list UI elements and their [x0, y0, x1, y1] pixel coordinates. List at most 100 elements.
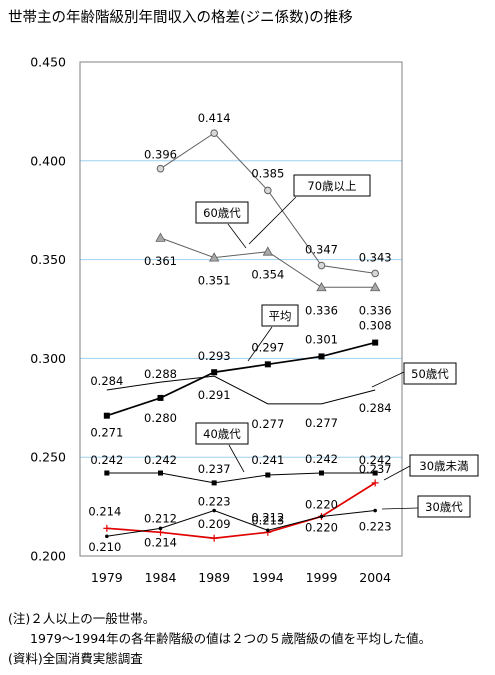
point-marker [318, 353, 325, 360]
data-label: 0.271 [90, 426, 123, 440]
callout-box [403, 362, 457, 385]
y-tick-label: 0.250 [30, 450, 66, 465]
legend-label: 平均 [269, 309, 292, 323]
y-tick-label: 0.200 [30, 549, 66, 564]
data-label: 0.277 [251, 417, 284, 431]
point-marker [156, 164, 165, 173]
x-tick-label: 1979 [91, 570, 123, 585]
legend-label: 70歳以上 [307, 179, 356, 193]
legend-label: 50歳代 [411, 367, 449, 381]
callout-box [261, 304, 299, 327]
point-marker [265, 472, 271, 478]
point-marker [103, 412, 110, 419]
point-marker [105, 534, 109, 539]
series-lines [103, 129, 381, 542]
data-label: 0.213 [251, 513, 284, 527]
callout-box [293, 174, 371, 197]
axes: 0.200 0.250 0.300 0.350 0.400 0.450 1979 1984 19… [30, 55, 391, 586]
x-tick-label: 1994 [252, 570, 284, 585]
callout-leader-line [247, 326, 273, 362]
data-label: 0.308 [359, 319, 392, 333]
data-label: 0.237 [359, 462, 392, 476]
point-marker [319, 470, 324, 476]
point-marker [373, 508, 377, 513]
page-title: 世帯主の年齢階級別年間収入の格差(ジニ係数)の推移 [8, 10, 353, 26]
data-label: 0.351 [198, 274, 231, 288]
legend-label: 40歳代 [203, 427, 241, 441]
data-label: 0.301 [305, 332, 338, 346]
data-label: 0.297 [251, 340, 284, 354]
x-tick-label: 1989 [198, 570, 230, 585]
callout-box [195, 422, 249, 445]
y-tick-label: 0.350 [30, 252, 66, 267]
data-label: 0.291 [198, 388, 231, 402]
series-line-平均 [106, 341, 376, 417]
data-label: 0.347 [305, 243, 338, 257]
data-label: 0.284 [359, 401, 392, 415]
data-label: 0.293 [198, 349, 231, 363]
point-marker [211, 480, 217, 486]
callout-leader-line [381, 507, 419, 510]
point-marker [104, 470, 110, 476]
point-marker [264, 361, 271, 368]
callout-box [195, 201, 249, 224]
data-labels: 0.396 0.414 0.385 0.347 0.343 0.361 0.351 0.354… [88, 111, 391, 554]
callout-box [409, 454, 479, 477]
x-tick-label: 1984 [145, 570, 177, 585]
data-label: 0.336 [305, 303, 338, 317]
data-label: 0.280 [144, 411, 177, 425]
footnote: (注)２人以上の一般世帯。 [8, 611, 156, 626]
data-label: 0.220 [305, 497, 338, 511]
data-label: 0.284 [90, 374, 123, 388]
footnote-detail: 1979～1994年の各年齢階級の値は２つの５歳階級の値を平均した値。 [30, 631, 432, 646]
series-line-40歳代 [106, 472, 376, 484]
x-tick-label: 2004 [359, 570, 391, 585]
gridlines [80, 160, 402, 458]
y-tick-label: 0.300 [30, 351, 66, 366]
data-label: 0.336 [359, 303, 392, 317]
data-label: 0.210 [88, 540, 121, 554]
legend-label: 60歳代 [203, 206, 241, 220]
point-marker [372, 339, 379, 346]
point-marker [210, 129, 218, 137]
data-label: 0.212 [144, 511, 177, 525]
callout-leader-line [227, 223, 247, 249]
series-line-30歳未満 [106, 482, 376, 540]
legend-label: 30歳代 [425, 500, 463, 514]
point-marker [158, 526, 163, 531]
series-line-30歳代 [106, 510, 376, 537]
callout-box [417, 495, 471, 518]
data-label: 0.277 [305, 416, 338, 430]
data-label: 0.237 [198, 462, 231, 476]
data-label: 0.343 [359, 250, 392, 264]
point-marker [155, 232, 166, 242]
point-marker [369, 281, 381, 292]
data-label: 0.220 [305, 520, 338, 534]
point-marker [208, 252, 220, 262]
point-marker [372, 470, 378, 476]
data-label: 0.242 [305, 452, 338, 466]
data-label: 0.214 [88, 504, 121, 518]
point-marker [319, 514, 324, 519]
point-marker [158, 470, 163, 476]
y-tick-label: 0.450 [30, 55, 66, 70]
point-marker [371, 269, 379, 278]
data-label: 0.361 [144, 254, 177, 268]
data-label: 0.242 [144, 453, 177, 467]
callout-leader-line [383, 465, 411, 481]
callout-leader-line [248, 196, 297, 245]
data-label: 0.242 [359, 453, 392, 467]
point-marker [264, 186, 272, 195]
point-marker [317, 261, 326, 270]
callout-leader-line [371, 371, 405, 388]
source-note: (資料)全国消費実態調査 [8, 651, 143, 666]
x-tick-label: 1999 [306, 570, 338, 585]
data-label: 0.288 [144, 367, 177, 381]
data-label: 0.241 [251, 453, 284, 467]
point-marker [212, 508, 216, 513]
data-label: 0.212 [251, 510, 284, 524]
series-line-50歳代 [106, 375, 376, 405]
callout-leader-line [228, 444, 245, 473]
